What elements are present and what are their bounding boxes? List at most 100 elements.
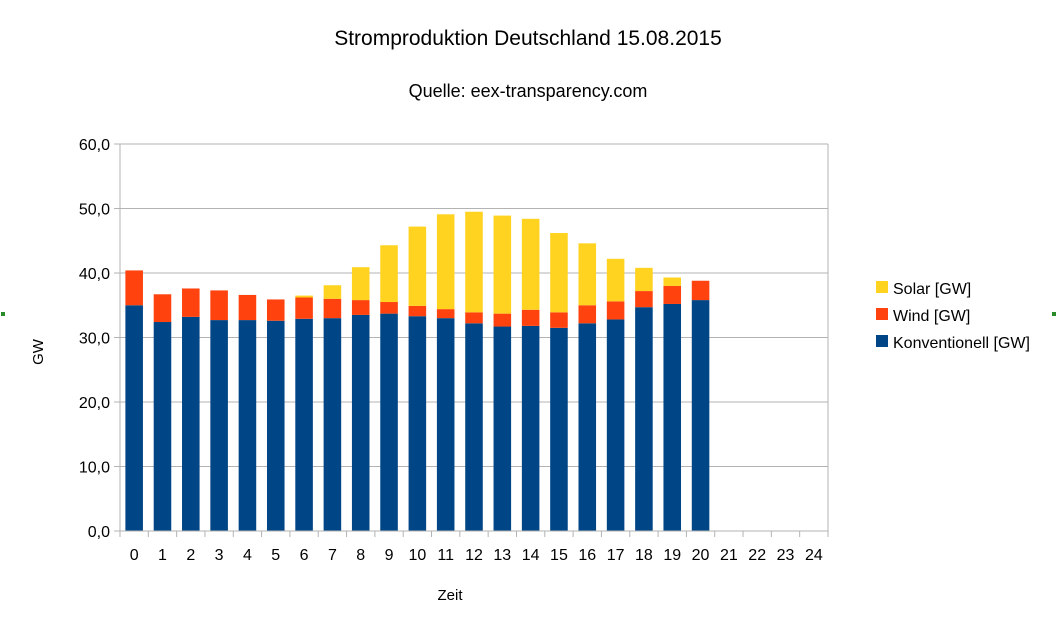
x-tick-label: 2 [186, 547, 195, 564]
bar-wind-16 [578, 305, 597, 324]
x-tick-label: 1 [158, 547, 167, 564]
bar-layer [125, 211, 710, 531]
bar-solar-18 [635, 267, 653, 292]
bar-solar-13 [493, 215, 512, 314]
x-tick-label: 7 [328, 547, 337, 564]
bar-wind-1 [153, 294, 172, 323]
bar-konventionell-15 [550, 327, 568, 531]
bar-wind-14 [521, 309, 540, 326]
x-tick-label: 20 [692, 547, 710, 564]
x-tick-label: 23 [777, 547, 795, 564]
legend-swatch [876, 281, 888, 293]
bar-wind-7 [323, 298, 342, 319]
x-tick-label: 13 [493, 547, 511, 564]
x-tick-label: 22 [748, 547, 766, 564]
bar-solar-7 [323, 285, 342, 299]
y-tick-label: 40,0 [79, 266, 110, 283]
bar-konventionell-18 [635, 307, 653, 531]
left-handle-marker[interactable] [1, 312, 5, 316]
bar-konventionell-2 [182, 316, 200, 531]
y-tick-label: 10,0 [79, 460, 110, 477]
bar-wind-2 [182, 288, 200, 317]
y-axis-title: GW [30, 338, 47, 365]
bar-wind-11 [436, 309, 455, 319]
bar-konventionell-6 [295, 318, 313, 531]
y-tick-labels: 0,0 10,0 20,0 30,0 40,0 50,0 60,0 [79, 137, 110, 541]
x-tick-label: 15 [550, 547, 568, 564]
y-tick-label: 0,0 [88, 524, 110, 541]
bar-solar-6 [295, 295, 313, 298]
bar-konventionell-14 [521, 325, 540, 531]
bar-wind-10 [408, 305, 427, 317]
bar-wind-20 [691, 280, 710, 301]
x-tick-label: 12 [465, 547, 483, 564]
bar-solar-12 [465, 211, 483, 313]
x-tick-label: 9 [385, 547, 394, 564]
bar-wind-13 [493, 313, 512, 327]
y-tick-label: 20,0 [79, 395, 110, 412]
y-tick-label: 30,0 [79, 331, 110, 348]
x-tick-label: 24 [805, 547, 823, 564]
bar-wind-12 [465, 312, 483, 324]
bar-konventionell-13 [493, 326, 512, 531]
legend: Solar [GW] Wind [GW] Konventionell [GW] [876, 281, 1030, 352]
bar-wind-17 [606, 301, 625, 320]
x-tick-labels: 0 1 2 3 4 5 6 7 8 9 10 11 12 13 14 15 16 17 18 19 20 21 22 23 24 [130, 547, 823, 564]
bar-konventionell-3 [210, 320, 228, 531]
bar-konventionell-17 [606, 319, 625, 531]
bar-konventionell-1 [153, 322, 172, 531]
bar-konventionell-8 [351, 314, 370, 531]
bar-solar-10 [408, 226, 427, 306]
x-tick-label: 14 [522, 547, 540, 564]
legend-label: Solar [GW] [893, 281, 971, 298]
bar-wind-0 [125, 270, 143, 306]
bar-wind-6 [295, 297, 313, 319]
legend-label: Wind [GW] [893, 308, 970, 325]
bar-wind-19 [663, 285, 682, 304]
x-tick-label: 8 [356, 547, 365, 564]
x-tick-label: 18 [635, 547, 653, 564]
bar-wind-5 [266, 299, 285, 321]
bar-konventionell-10 [408, 316, 427, 531]
bar-wind-18 [635, 291, 653, 308]
x-tick-label: 11 [437, 547, 454, 564]
x-tick-label: 16 [578, 547, 596, 564]
bar-konventionell-19 [663, 303, 682, 531]
bar-solar-19 [663, 277, 682, 286]
bar-konventionell-11 [436, 318, 455, 531]
x-tick-label: 19 [663, 547, 681, 564]
right-handle-marker[interactable] [1052, 312, 1056, 316]
bar-konventionell-5 [266, 320, 285, 531]
bar-wind-15 [550, 312, 568, 328]
y-tick-label: 60,0 [79, 137, 110, 154]
x-axis-title: Zeit [437, 587, 463, 604]
bar-wind-9 [380, 302, 398, 314]
bar-solar-9 [380, 245, 398, 303]
x-tick-label: 17 [607, 547, 625, 564]
x-tick-label: 5 [271, 547, 280, 564]
x-tick-label: 10 [408, 547, 426, 564]
bar-konventionell-4 [238, 320, 257, 531]
bar-wind-8 [351, 300, 370, 315]
bar-solar-16 [578, 243, 597, 306]
legend-swatch [876, 308, 888, 320]
y-tick-label: 50,0 [79, 202, 110, 219]
bar-konventionell-12 [465, 323, 483, 531]
bar-solar-15 [550, 233, 568, 313]
chart-subtitle: Quelle: eex-transparency.com [409, 81, 648, 101]
bar-solar-11 [436, 214, 455, 310]
chart-title: Stromproduktion Deutschland 15.08.2015 [334, 27, 722, 50]
bar-wind-4 [238, 294, 257, 321]
x-tick-label: 21 [720, 547, 738, 564]
legend-swatch [876, 335, 888, 347]
bar-konventionell-20 [691, 300, 710, 531]
bar-wind-3 [210, 290, 228, 321]
axis-layer [119, 144, 829, 532]
bar-konventionell-16 [578, 323, 597, 531]
bar-solar-17 [606, 258, 625, 302]
bar-konventionell-7 [323, 318, 342, 531]
bar-solar-8 [351, 267, 370, 301]
x-tick-label: 3 [215, 547, 224, 564]
x-tick-label: 4 [243, 547, 252, 564]
